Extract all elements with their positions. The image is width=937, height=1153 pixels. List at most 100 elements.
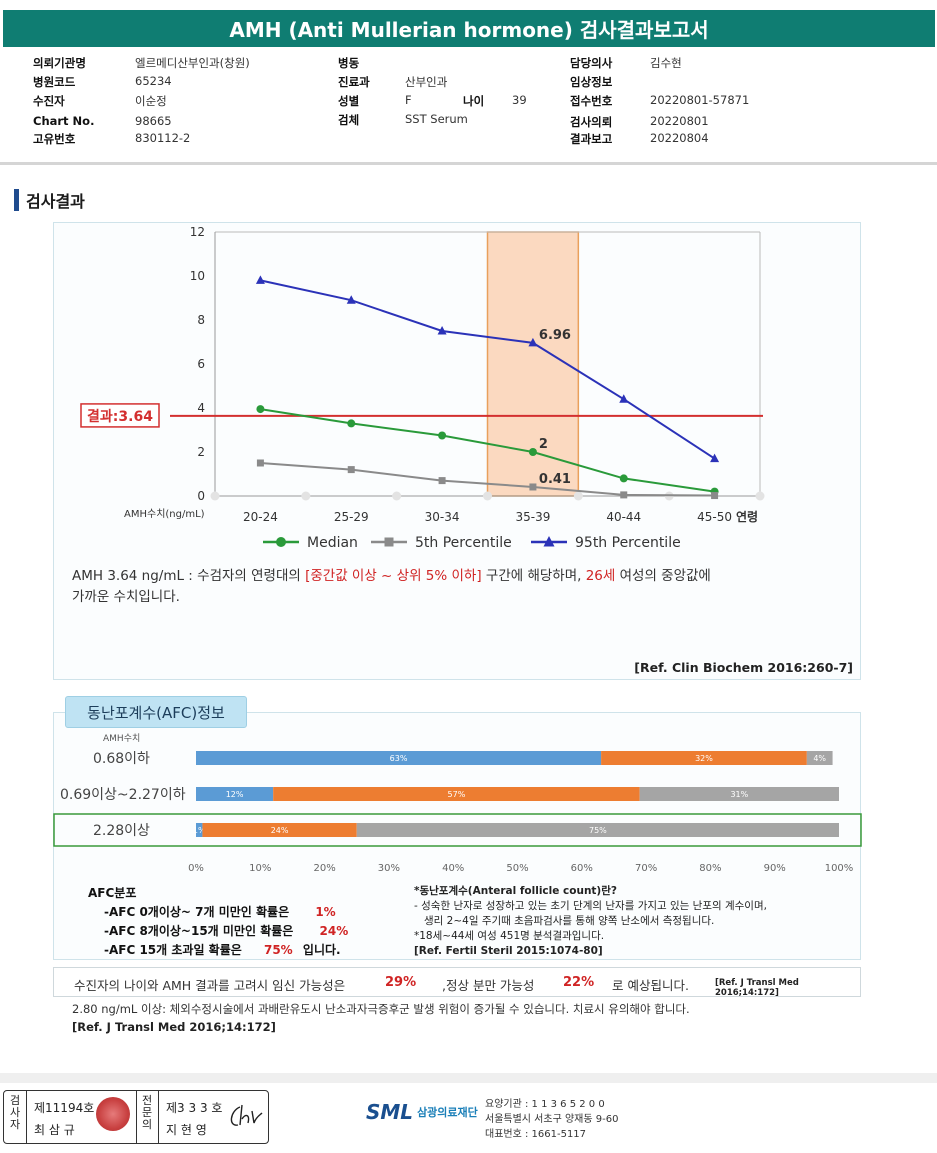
x-grid-dot [392,491,402,501]
prob-pregnancy-pct: 29% [385,975,417,990]
data-point [619,394,629,403]
info-label: 접수번호 [570,94,613,108]
afc-x-tick-label: 0% [188,863,204,874]
afc-stacked-bar-chart: AMH수치 0.68이하 63% 32% 4% 0.69이상~2.27이하 12% 57% 31… [53,732,862,874]
afc-x-tick-label: 40% [442,863,464,874]
y-tick-label: 0 [197,489,205,503]
afc-info-line: 생리 2~4일 주기때 초음파검사를 통해 양쪽 난소에서 측정됩니다. [424,915,715,927]
info-label: 담당의사 [570,56,613,70]
data-point [529,483,537,491]
data-label: 6.96 [539,328,571,343]
legend-marker [384,537,394,547]
data-point [438,431,447,440]
info-label: 병동 [338,56,360,70]
info-label: 검사의뢰 [570,115,613,129]
x-tick-label: 20-24 [243,510,278,524]
info-value: F [405,93,412,107]
afc-x-tick-label: 60% [571,863,593,874]
result-label: 결과:3.64 [87,408,153,425]
info-value: 엘르메디산부인과(창원) [135,56,250,70]
desc-text: AMH 3.64 ng/mL : 수검자의 연령대의 [72,568,306,584]
series-line [260,462,715,497]
data-point [256,459,264,467]
y-tick-label: 4 [197,401,205,415]
info-value: 20220801-57871 [650,93,750,107]
section-bar-icon [14,189,19,211]
afc-info: *동난포계수(Anteral follicle count)란? - 성숙한 난… [414,884,854,959]
prob-text: 수진자의 나이와 AMH 결과를 고려시 임신 가능성은 [74,978,346,993]
data-point [438,477,446,485]
afc-bar-segment [196,823,203,837]
data-point [255,275,265,284]
ohss-note: 2.80 ng/mL 이상: 체외수정시술에서 과배란유도시 난소과자극증후군 … [72,1000,872,1036]
prob-delivery-pct: 22% [563,975,595,990]
afc-info-line: *18세~44세 여성 451명 분석결과입니다. [414,930,605,942]
afc-bar-segment [196,787,274,801]
signer2-name: 지 현 영 [166,1123,207,1137]
afc-row-highlight [53,813,862,847]
info-label: 결과보고 [570,132,613,146]
info-label: 나이 [463,94,485,108]
report-title: AMH (Anti Mullerian hormone) 검사결과보고서 [3,10,935,47]
info-label: 임상정보 [570,75,613,89]
data-point [347,419,356,428]
info-label: 의뢰기관명 [33,56,86,70]
afc-dist-row: -AFC 8개이상~15개 미만인 확률은 24% [104,924,349,938]
afc-bar-segment [202,823,357,837]
section-title-text: 검사결과 [26,192,85,211]
data-point [346,295,356,304]
desc-highlight-range: [중간값 이상 ~ 상위 5% 이하] [305,568,482,584]
info-value: 830112-2 [135,131,191,145]
org-logo: SML 삼광의료재단 [366,1100,478,1124]
afc-x-tick-label: 100% [825,863,854,874]
divider [158,1091,159,1143]
afc-dist-pct: 1% [315,905,336,919]
note-reference: [Ref. J Transl Med 2016;14:172] [72,1020,276,1034]
data-point [620,491,628,499]
y-tick-label: 8 [197,313,205,327]
afc-bar-segment [356,823,839,837]
info-value: 65234 [135,74,172,88]
info-label: 수진자 [33,94,65,108]
afc-x-tick-label: 30% [378,863,400,874]
info-value: 김수현 [650,56,682,70]
legend-label: Median [307,535,358,551]
afc-bar-label: 57% [448,790,466,799]
afc-x-tick-label: 80% [699,863,721,874]
data-label: 0.41 [539,472,571,487]
note-text: 2.80 ng/mL 이상: 체외수정시술에서 과배란유도시 난소과자극증후군 … [72,1002,690,1016]
chart-reference: [Ref. Clin Biochem 2016:260-7] [634,660,853,675]
data-point [347,466,355,474]
afc-bar-label: 1% [193,826,206,835]
chart-panel [53,222,861,680]
signer1-name: 최 삼 규 [34,1123,75,1137]
signer1-role: 검사자 [9,1094,21,1131]
org-address: 서울특별시 서초구 양재동 9-60 [485,1114,619,1125]
x-axis-title: 연령 [736,509,758,524]
series-line [260,408,715,493]
afc-x-tick-label: 20% [313,863,335,874]
signature-box: 검사자 제11194호 최 삼 규 전문의 제3 3 3 호 지 현 영 [3,1090,269,1144]
prob-reference: [Ref. J Transl Med 2016;14:172] [715,978,799,998]
afc-distribution: AFC분포 -AFC 0개이상~ 7개 미만인 확률은 1% -AFC 8개이상… [88,884,348,960]
afc-info-ref: [Ref. Fertil Steril 2015:1074-80] [414,945,603,957]
afc-axis-caption: AMH수치 [103,732,140,744]
afc-bar-segment [639,787,839,801]
afc-bar-label: 31% [730,790,748,799]
y-tick-label: 2 [197,445,205,459]
x-grid-dot [755,491,765,501]
footer-divider [0,1073,937,1083]
amh-line-chart: 0 2 4 6 8 10 12 20-24 25-29 30-34 35-39 40-44 45-50 연… [80,225,765,551]
afc-dist-row: -AFC 15개 초과일 확률은 75% 입니다. [104,943,341,957]
info-label: 성별 [338,94,360,108]
afc-row-label: 0.69이상~2.27이하 [60,787,186,803]
afc-info-title: *동난포계수(Anteral follicle count)란? [414,885,617,897]
series-line [260,279,716,460]
divider [136,1091,137,1143]
desc-text: 여성의 중앙값에 [615,568,711,584]
info-value: 20220804 [650,131,709,145]
y-tick-label: 10 [190,269,205,283]
afc-bar-segment [196,751,602,765]
signature-icon [230,1104,263,1126]
data-point [619,474,628,483]
